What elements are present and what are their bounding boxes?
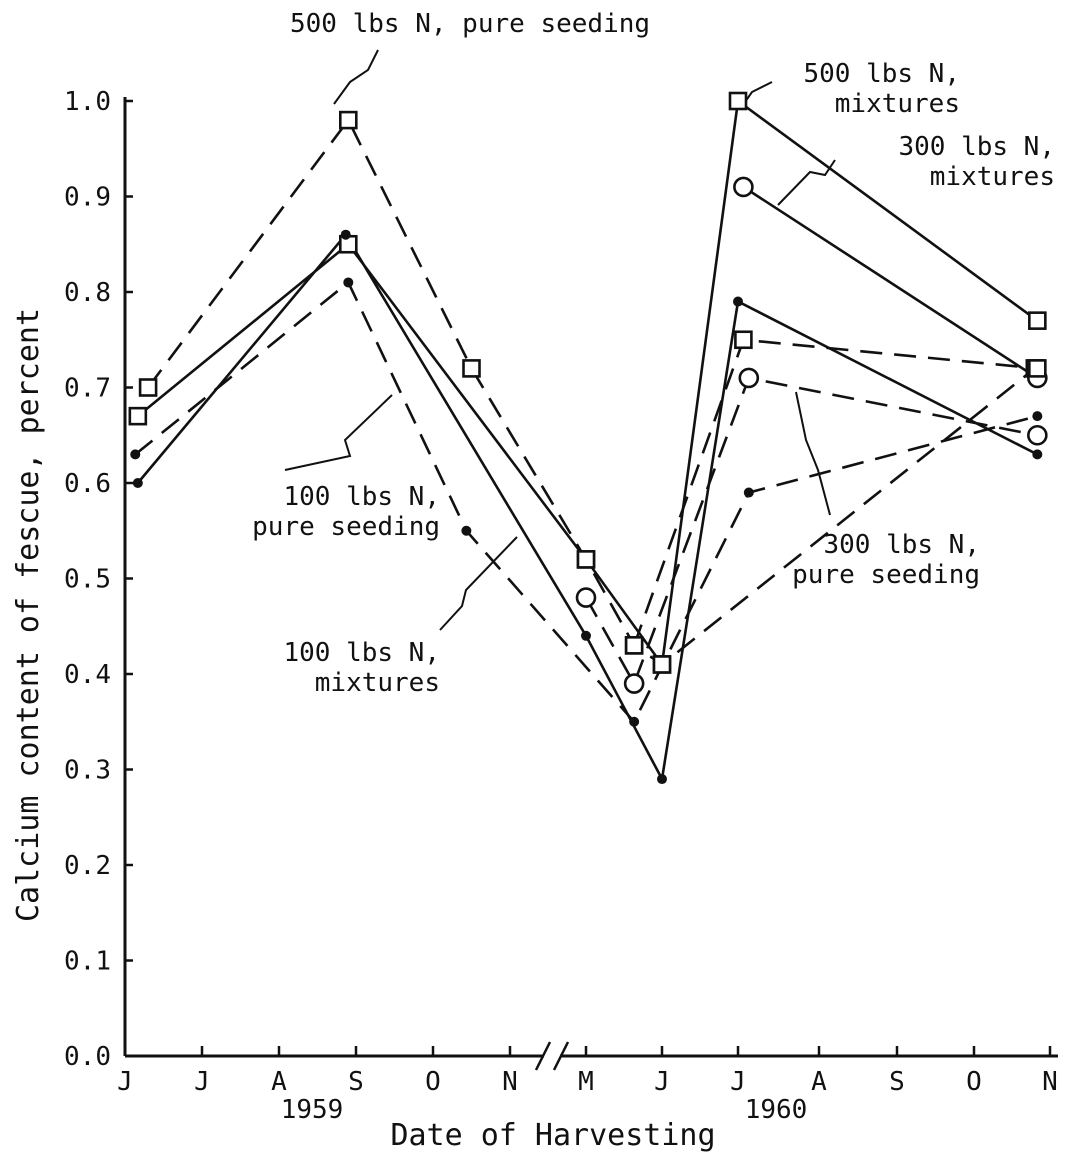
y-tick-label: 0.3 xyxy=(64,756,111,786)
square-marker xyxy=(652,655,672,674)
x-tick-label: N xyxy=(1042,1067,1058,1097)
series-line-2 xyxy=(742,185,1039,380)
y-axis-title: Calcium content of fescue, percent xyxy=(11,308,46,922)
series-label: 500 lbs N, xyxy=(803,59,960,89)
x-tick-label: S xyxy=(348,1067,364,1097)
square-marker xyxy=(128,406,148,426)
y-tick-label: 0.9 xyxy=(64,183,111,213)
dot-marker xyxy=(629,716,640,727)
y-tick-label: 1.0 xyxy=(64,87,111,117)
chart-axes: 0.0 0.1 0.2 0.3 0.4 0.5 0.6 0.7 0.8 0.9 1.0 J J A S O N M… xyxy=(64,87,1058,1097)
circle-marker xyxy=(1027,424,1048,446)
series-label: 300 lbs N, xyxy=(898,132,1055,162)
label-leader xyxy=(284,394,393,471)
series-label: 300 lbs N, xyxy=(823,530,980,560)
label-leader xyxy=(744,81,773,103)
dot-marker xyxy=(1032,411,1043,422)
label-leader xyxy=(333,49,379,105)
dot-marker xyxy=(743,487,754,498)
dot-marker xyxy=(461,525,472,536)
dot-marker xyxy=(130,449,141,460)
square-marker xyxy=(576,550,596,569)
label-leaders xyxy=(284,49,836,631)
year-label-1960: 1960 xyxy=(745,1095,808,1125)
x-tick-label: A xyxy=(271,1067,287,1097)
x-tick-label: O xyxy=(966,1067,982,1097)
series-label: pure seeding xyxy=(792,560,980,590)
series-label: pure seeding xyxy=(252,512,440,542)
label-leader xyxy=(795,391,831,516)
circle-marker xyxy=(738,367,760,389)
x-tick-label: J xyxy=(194,1067,210,1097)
y-tick-label: 0.8 xyxy=(64,278,111,308)
x-axis-title: Date of Harvesting xyxy=(390,1118,715,1153)
y-tick-label: 0.2 xyxy=(64,851,111,881)
series-label: mixtures xyxy=(315,668,440,698)
square-marker xyxy=(138,378,158,397)
x-tick-label: A xyxy=(811,1067,827,1097)
y-tick-label: 0.6 xyxy=(64,469,111,499)
series-line-4 xyxy=(134,280,1038,725)
dot-marker xyxy=(1032,449,1043,460)
circle-marker xyxy=(575,587,597,608)
axis-break-mark xyxy=(534,1041,552,1071)
series-label: mixtures xyxy=(835,89,960,119)
dot-marker xyxy=(343,277,354,288)
y-tick-label: 0.4 xyxy=(64,660,111,690)
square-marker xyxy=(462,359,481,378)
axis-break-mark xyxy=(552,1041,570,1071)
series-lines xyxy=(134,98,1039,784)
x-tick-label: N xyxy=(502,1067,518,1097)
series-line-3 xyxy=(584,376,1038,687)
x-tick-label: J xyxy=(730,1067,746,1097)
square-marker xyxy=(1028,359,1047,378)
square-marker xyxy=(728,91,748,111)
x-tick-label: J xyxy=(117,1067,133,1097)
year-label-1959: 1959 xyxy=(281,1095,344,1125)
y-tick-label: 0.5 xyxy=(64,565,111,595)
dot-marker xyxy=(733,296,743,307)
series-markers xyxy=(128,91,1048,785)
circle-marker xyxy=(733,176,754,198)
y-tick-label: 0.1 xyxy=(64,947,111,977)
label-leader xyxy=(439,536,518,631)
x-tick-label: S xyxy=(889,1067,905,1097)
series-label: mixtures xyxy=(930,162,1055,192)
x-tick-label: M xyxy=(578,1067,594,1097)
dot-marker xyxy=(657,774,667,785)
square-marker xyxy=(624,636,644,655)
series-label: 100 lbs N, xyxy=(283,482,440,512)
square-marker xyxy=(734,330,753,350)
x-tick-label: O xyxy=(425,1067,441,1097)
label-leader xyxy=(777,159,836,206)
y-tick-label: 0.0 xyxy=(64,1042,111,1072)
series-label: 500 lbs N, pure seeding xyxy=(290,9,650,39)
square-marker xyxy=(1028,311,1047,330)
series-line-5 xyxy=(136,232,1038,784)
y-tick-label: 0.7 xyxy=(64,374,111,404)
dot-marker xyxy=(581,630,591,641)
series-label: 100 lbs N, xyxy=(283,638,440,668)
dot-marker xyxy=(340,229,351,240)
circle-marker xyxy=(623,673,645,694)
dot-marker xyxy=(132,478,143,488)
x-tick-label: J xyxy=(654,1067,670,1097)
square-marker xyxy=(338,110,358,130)
